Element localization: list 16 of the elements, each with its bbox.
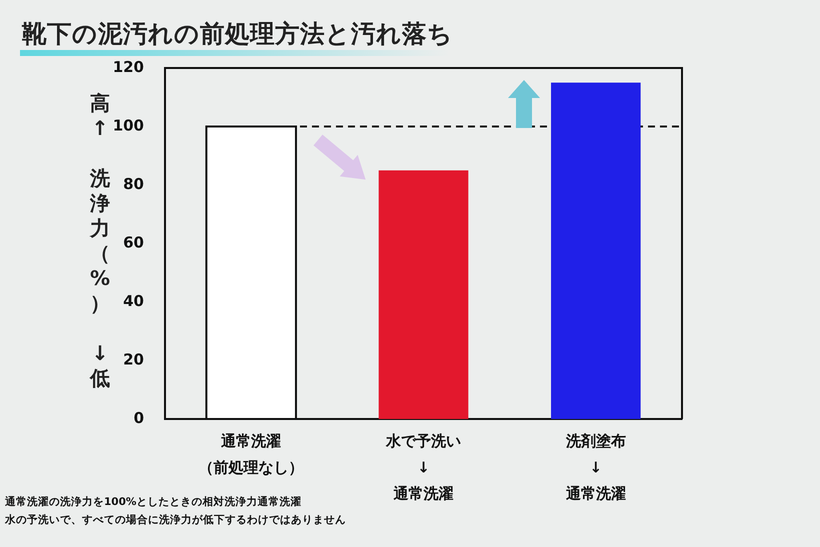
y-tick-label: 0	[134, 408, 144, 427]
y-tick-label: 40	[123, 292, 144, 310]
x-tick-label: 洗剤塗布 ↓ 通常洗濯	[564, 432, 626, 503]
y-tick-label: 120	[112, 58, 144, 76]
text: 高↑ 洗浄力（%） ↓低	[90, 91, 110, 390]
x-tick-label: 通常洗濯（前処理なし）	[198, 432, 304, 476]
bar	[551, 82, 641, 419]
x-tick-label: 水で予洗い ↓ 通常洗濯	[385, 432, 461, 503]
y-tick-label: 100	[112, 116, 144, 134]
chart-title: 靴下の泥汚れの前処理方法と汚れ落ち	[22, 18, 453, 50]
text: 通常洗濯の洗浄力を100%としたときの相対洗浄力通常洗濯	[5, 494, 302, 510]
y-tick-label: 20	[123, 350, 144, 368]
y-tick-label: 80	[123, 174, 144, 193]
text: 水の予洗いで、すべての場合に洗浄力が低下するわけではありません	[5, 513, 346, 528]
y-tick-label: 60	[123, 233, 144, 252]
bar	[378, 170, 468, 419]
